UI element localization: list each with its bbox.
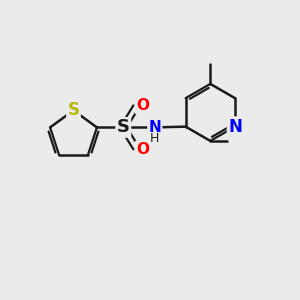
Text: N: N	[148, 120, 161, 135]
Text: N: N	[228, 118, 242, 136]
Text: O: O	[136, 98, 149, 113]
Text: O: O	[136, 142, 149, 157]
Text: H: H	[150, 132, 160, 145]
Text: S: S	[68, 101, 80, 119]
Text: S: S	[117, 118, 130, 136]
